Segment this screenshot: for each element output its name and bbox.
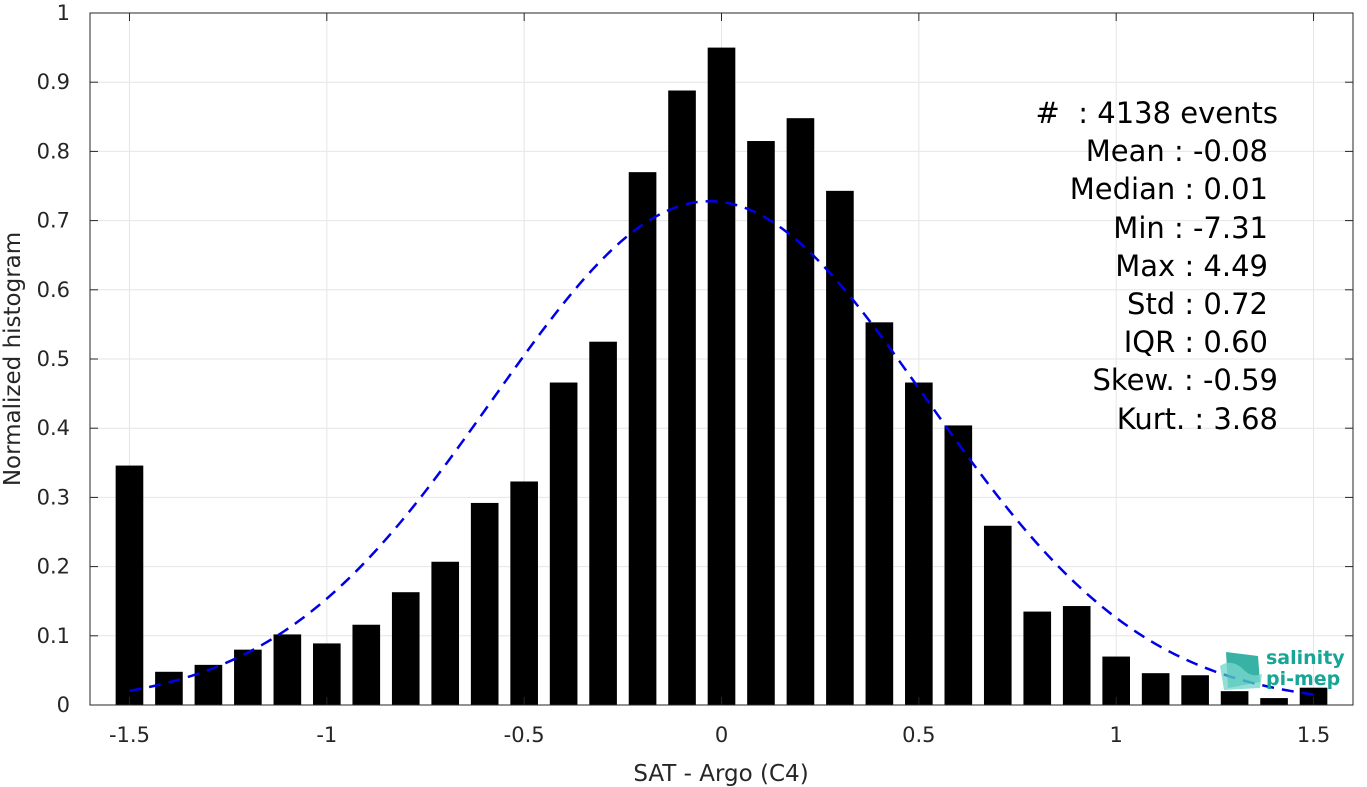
y-tick-label: 0.3 [37, 485, 70, 509]
histogram-bar [155, 671, 183, 705]
stat-iqr: IQR : 0.60 [1123, 325, 1268, 360]
histogram-bar [944, 425, 973, 705]
logo-text-line1: salinity [1266, 647, 1345, 669]
histogram-bar [589, 341, 617, 705]
salinity-logo-icon [1220, 652, 1262, 690]
gaussian-fit-curve [129, 199, 1318, 697]
histogram-bar [115, 465, 144, 705]
y-tick-label: 0.8 [37, 139, 70, 163]
logo-text-line2: pi-mep [1266, 668, 1341, 690]
histogram-bar [391, 592, 420, 705]
x-axis-label: SAT - Argo (C4) [633, 761, 808, 787]
histogram-bar [1023, 611, 1052, 705]
histogram-bar [905, 382, 933, 705]
y-tick-label: 0.7 [37, 209, 70, 233]
histogram-bar [470, 502, 499, 705]
histogram-bar [1260, 698, 1288, 705]
x-tick-label: 0 [715, 723, 728, 747]
stat-median: Median : 0.01 [1069, 172, 1268, 207]
y-tick-labels: 0 0.1 0.2 0.3 0.4 0.5 0.6 0.7 0.8 0.9 1 [37, 1, 70, 717]
histogram-bar [668, 90, 696, 705]
x-tick-labels: -1.5 -1 -0.5 0 0.5 1 1.5 [109, 723, 1330, 747]
histogram-bar [1299, 687, 1328, 705]
x-tick-label: -1 [316, 723, 337, 747]
stat-max: Max : 4.49 [1115, 248, 1268, 283]
histogram-bar [1220, 691, 1249, 705]
histogram-bar [510, 481, 538, 705]
stat-std: Std : 0.72 [1127, 287, 1268, 322]
axes-box [89, 12, 1354, 706]
x-tick-label: 0.5 [902, 723, 935, 747]
x-tick-label: -0.5 [504, 723, 545, 747]
histogram-bar [826, 190, 854, 705]
histogram-bar [707, 47, 736, 706]
y-axis-label: Normalized histogram [0, 232, 26, 486]
salinity-pimep-logo: salinity pi-mep [1218, 648, 1348, 692]
histogram-bar [786, 118, 815, 705]
histogram-bar [234, 649, 262, 705]
histogram-bar [549, 382, 578, 705]
y-tick-label: 0.2 [37, 555, 70, 579]
stat-count: # : 4138 events [1035, 96, 1278, 130]
bars [115, 47, 1328, 706]
histogram-bar [1102, 656, 1131, 705]
statistics-panel: # : 4138 events Mean : -0.08 Median : 0.… [1036, 94, 1278, 438]
y-tick-label: 0.1 [37, 624, 70, 648]
x-tick-label: 1 [1110, 723, 1123, 747]
stat-mean: Mean : -0.08 [1085, 134, 1268, 169]
histogram-bar [194, 664, 223, 705]
y-tick-label: 0.6 [37, 278, 70, 302]
histogram-bar [431, 561, 460, 705]
x-tick-label: 1.5 [1297, 723, 1330, 747]
stat-min: Min : -7.31 [1113, 210, 1268, 245]
histogram-bar [1141, 673, 1170, 705]
histogram-bar [747, 141, 775, 705]
axes [89, 12, 1354, 706]
y-tick-label: 1 [57, 1, 70, 25]
histogram-bar [1062, 606, 1091, 705]
histogram-bar [628, 172, 657, 705]
y-tick-label: 0.5 [37, 347, 70, 371]
histogram-bar [312, 643, 341, 705]
y-tick-label: 0.4 [37, 416, 70, 440]
y-tick-label: 0 [57, 693, 70, 717]
histogram-bar [352, 624, 381, 705]
x-tick-label: -1.5 [109, 723, 150, 747]
histogram-bar [983, 525, 1012, 705]
histogram-bar [273, 634, 302, 705]
stat-skew: Skew. : -0.59 [1092, 363, 1278, 398]
histogram-bar [1181, 675, 1209, 705]
histogram-bar [865, 322, 894, 705]
y-tick-label: 0.9 [37, 70, 70, 94]
stat-kurt: Kurt. : 3.68 [1116, 401, 1278, 436]
